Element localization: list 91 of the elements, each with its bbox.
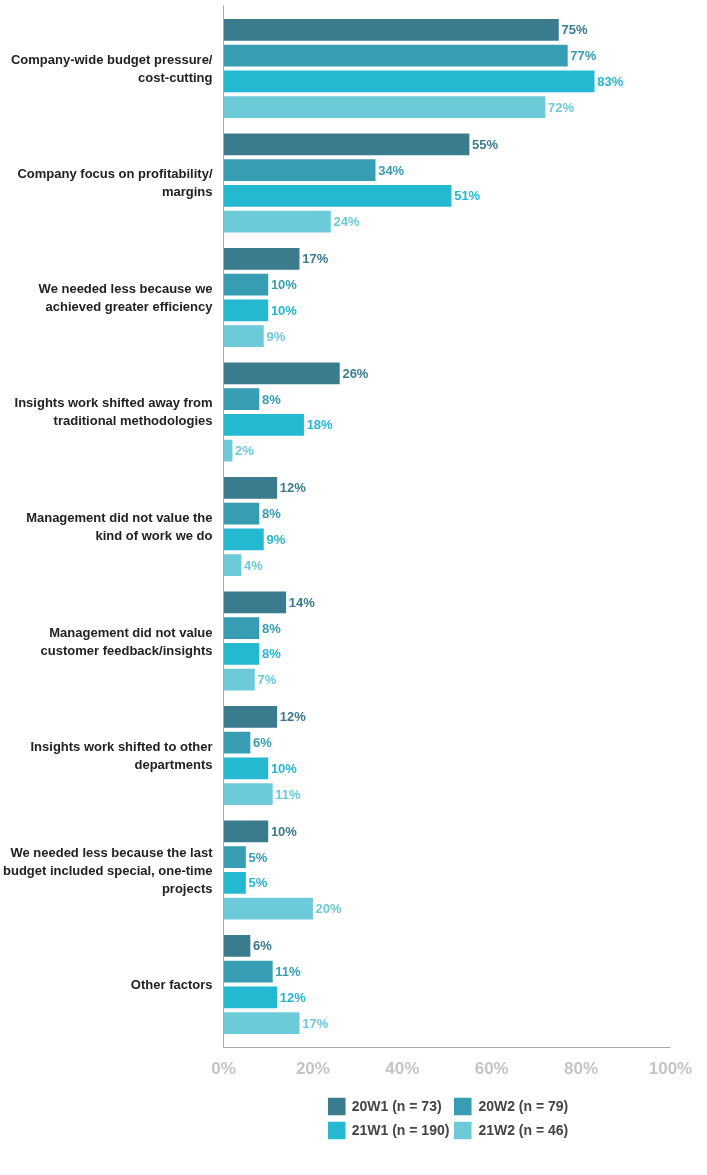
data-label: 10% [270, 760, 298, 776]
data-label: 10% [270, 277, 298, 293]
data-label: 17% [302, 1015, 329, 1031]
bar [223, 159, 376, 182]
data-label: 8% [261, 646, 282, 662]
bar [223, 388, 260, 411]
data-label: 83% [597, 73, 624, 89]
bar [223, 986, 278, 1009]
bar [223, 210, 331, 233]
bar [223, 184, 452, 207]
data-label: 9% [266, 531, 286, 547]
data-label: 26% [342, 365, 369, 381]
bar [223, 897, 313, 920]
bar [223, 820, 269, 843]
bar [223, 96, 546, 119]
bar [223, 299, 269, 322]
data-label: 55% [472, 136, 499, 152]
y-tick-label: We needed less because we achieved greater efficiency [38, 280, 214, 314]
bar [223, 642, 260, 665]
bar [223, 783, 273, 806]
bar [223, 413, 304, 436]
data-label: 75% [561, 22, 588, 38]
bar [223, 273, 269, 296]
bar [223, 439, 233, 462]
x-tick-label: 100% [648, 1058, 693, 1078]
bar [223, 668, 255, 691]
data-label: 5% [248, 875, 268, 891]
y-tick-label: We needed less because the last budget included special, one-time projects [3, 844, 214, 896]
data-label: 12% [279, 480, 307, 496]
y-tick-label: Company focus on profitability/ margins [17, 166, 213, 200]
bar [223, 476, 278, 499]
y-tick-label: Management did not value the kind of work we do [26, 510, 213, 543]
legend-label: 21W1 (n = 190) [351, 1122, 450, 1138]
data-label: 24% [333, 214, 360, 230]
x-tick-label: 0% [211, 1058, 236, 1078]
data-label: 8% [261, 391, 282, 407]
bar [223, 44, 568, 67]
data-label: 14% [288, 594, 316, 610]
legend-label: 21W2 (n = 46) [478, 1122, 569, 1138]
data-label: 11% [275, 964, 302, 980]
bar [223, 554, 242, 577]
bar [223, 934, 251, 957]
bar [223, 502, 260, 525]
bar [223, 18, 559, 41]
bar [223, 1012, 300, 1035]
data-label: 20% [315, 901, 343, 917]
data-label: 12% [279, 989, 307, 1005]
x-tick-label: 20% [295, 1058, 330, 1078]
x-tick-label: 60% [474, 1058, 509, 1078]
data-label: 17% [302, 251, 329, 267]
data-label: 12% [279, 709, 307, 725]
data-label: 6% [253, 938, 273, 954]
bar [223, 133, 470, 156]
data-label: 10% [270, 823, 298, 839]
bar [223, 325, 264, 348]
data-label: 7% [257, 672, 277, 688]
legend-label: 20W2 (n = 79) [478, 1098, 569, 1114]
y-tick-label: Company-wide budget pressure/ cost-cutting [10, 51, 213, 85]
bar [223, 362, 340, 385]
bar [223, 731, 251, 754]
data-label: 2% [235, 443, 255, 459]
data-label: 72% [548, 99, 575, 115]
bar [223, 960, 273, 983]
data-label: 9% [266, 328, 286, 344]
data-label: 51% [454, 188, 481, 204]
x-tick-label: 40% [385, 1058, 420, 1078]
data-label: 11% [275, 786, 302, 802]
bar [223, 757, 269, 780]
bar [223, 871, 246, 894]
data-label: 4% [244, 557, 264, 573]
y-tick-label: Insights work shifted away from traditional methodologies [14, 395, 213, 429]
data-label: 8% [261, 506, 282, 522]
data-label: 5% [248, 849, 268, 865]
data-label: 34% [378, 162, 405, 178]
bar [223, 617, 260, 640]
bar [223, 70, 595, 93]
y-tick-label: Insights work shifted to other departments [30, 739, 213, 773]
data-label: 8% [261, 620, 282, 636]
data-label: 6% [253, 735, 273, 751]
bar [223, 591, 287, 614]
y-tick-label: Other factors [130, 977, 213, 993]
bar [223, 846, 246, 869]
data-label: 18% [306, 417, 334, 433]
bar [223, 528, 264, 551]
bar [223, 705, 278, 728]
legend-label: 20W1 (n = 73) [351, 1098, 442, 1114]
data-label: 77% [570, 48, 597, 64]
data-label: 10% [270, 302, 298, 318]
x-tick-label: 80% [564, 1058, 599, 1078]
bar [223, 247, 300, 270]
y-tick-label: Management did not value customer feedback/insights [40, 624, 213, 658]
